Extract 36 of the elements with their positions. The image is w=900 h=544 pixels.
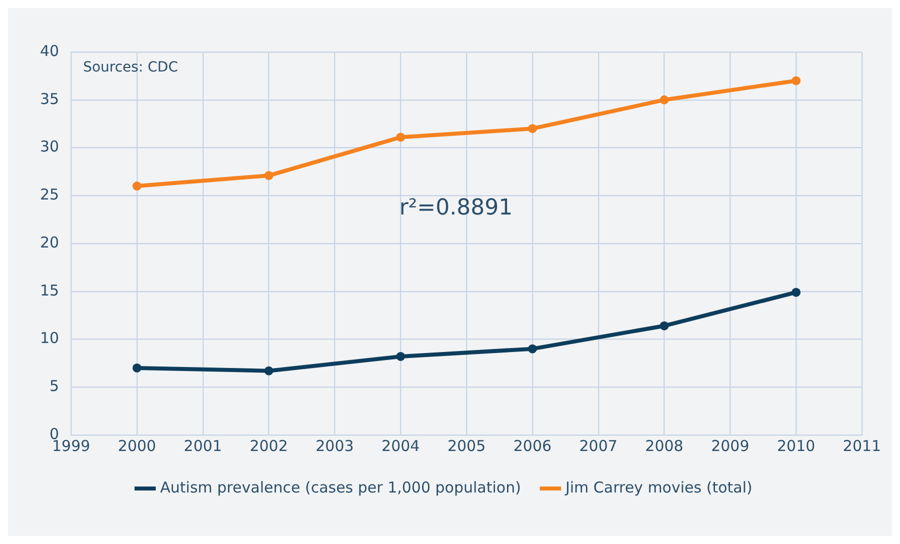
- annotation: Sources: CDC: [83, 60, 178, 76]
- x-tick-label: 2011: [842, 436, 882, 455]
- point: [528, 344, 537, 354]
- x-tick-label: 2000: [118, 436, 156, 455]
- point: [396, 352, 406, 361]
- y-tick-label: 40: [40, 42, 60, 60]
- point: [792, 76, 801, 86]
- x-tick-label: 2010: [776, 436, 816, 455]
- x-tick-label: 2007: [579, 436, 618, 455]
- y-tick-label: 25: [40, 186, 60, 204]
- x-tick-label: 2004: [382, 436, 420, 455]
- point: [660, 321, 669, 330]
- x-tick-label: 2006: [513, 436, 552, 455]
- x-tick-label: 2008: [645, 436, 684, 455]
- annotation: r²=0.8891: [399, 196, 513, 221]
- point: [792, 288, 801, 297]
- x-tick-label: 2009: [711, 436, 750, 455]
- point: [264, 171, 274, 180]
- point: [132, 182, 142, 191]
- legend-label: Autism prevalence (cases per 1,000 population): [160, 478, 521, 496]
- y-tick-label: 10: [40, 329, 60, 348]
- y-tick-label: 20: [40, 233, 60, 252]
- point: [396, 132, 406, 142]
- point: [660, 95, 669, 104]
- y-tick-label: 15: [40, 281, 60, 300]
- y-tick-label: 5: [50, 377, 60, 396]
- y-tick-label: 30: [40, 138, 60, 156]
- point: [264, 366, 274, 376]
- x-tick-label: 2003: [316, 436, 354, 455]
- point: [528, 124, 537, 134]
- x-tick-label: 2001: [184, 436, 222, 455]
- legend-label: Jim Carrey movies (total): [564, 478, 752, 496]
- point: [132, 363, 142, 372]
- x-tick-label: 2005: [447, 436, 486, 455]
- x-tick-label: 2002: [250, 436, 288, 455]
- y-tick-label: 35: [40, 90, 60, 108]
